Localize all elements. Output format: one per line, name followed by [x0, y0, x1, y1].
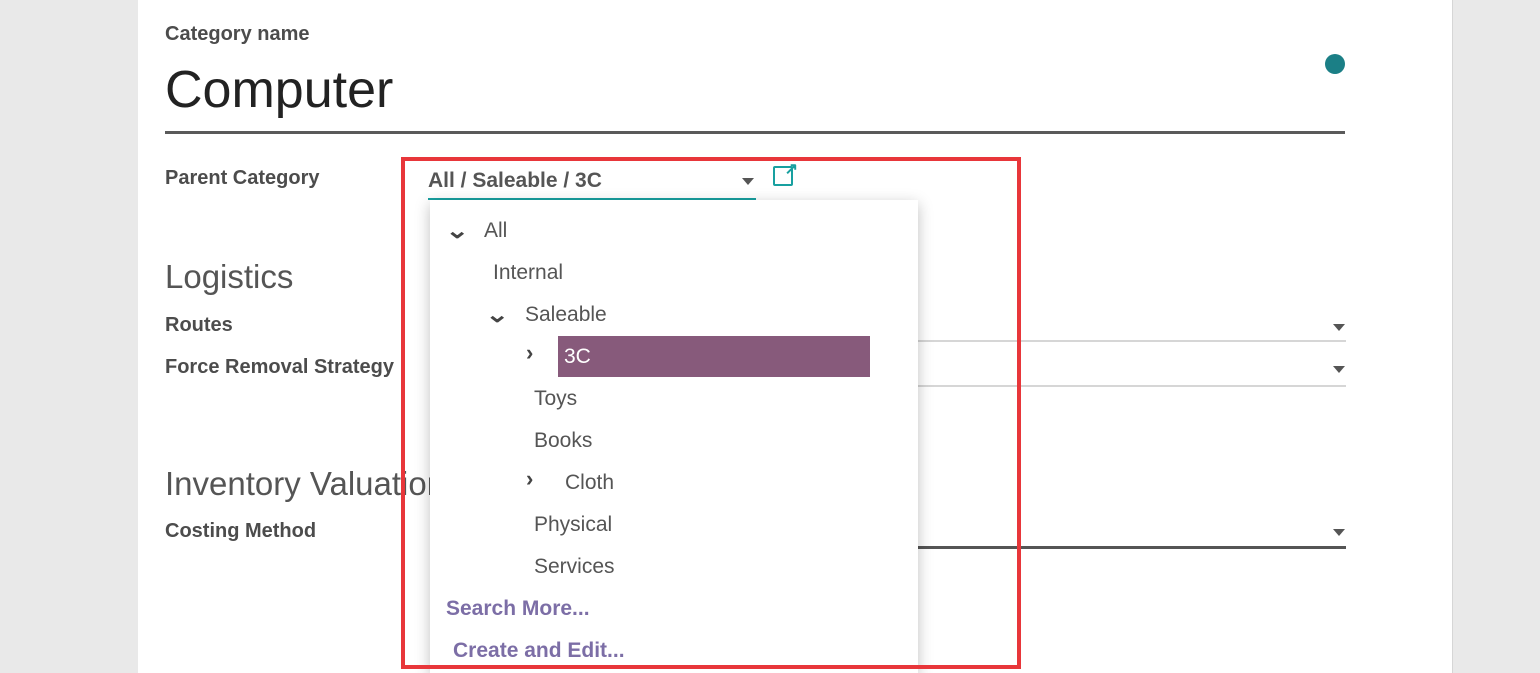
logistics-heading: Logistics: [165, 258, 294, 295]
valuation-heading: Inventory Valuation: [165, 465, 430, 502]
chevron-down-icon[interactable]: ⌄: [445, 218, 470, 243]
dropdown-item-physical[interactable]: Physical: [534, 513, 613, 536]
dropdown-item-3c[interactable]: 3C: [564, 345, 591, 368]
dropdown-item-cloth[interactable]: Cloth: [565, 471, 615, 494]
dropdown-item-services[interactable]: Services: [534, 555, 615, 578]
external-link-icon[interactable]: ↗: [773, 161, 798, 186]
create-and-edit-link[interactable]: Create and Edit...: [453, 639, 625, 662]
removal-caret-icon[interactable]: [1333, 366, 1345, 373]
category-name-input[interactable]: Computer: [165, 61, 394, 119]
dropdown-item-toys[interactable]: Toys: [534, 387, 578, 410]
dropdown-item-internal[interactable]: Internal: [493, 261, 564, 284]
caret-down-icon[interactable]: [742, 178, 754, 185]
highlighted-item-bg: [558, 336, 870, 377]
routes-label: Routes: [165, 314, 233, 336]
search-more-link[interactable]: Search More...: [446, 597, 590, 620]
routes-field[interactable]: [918, 340, 1346, 342]
costing-caret-icon[interactable]: [1333, 529, 1345, 536]
category-name-label: Category name: [165, 23, 310, 45]
routes-caret-icon[interactable]: [1333, 324, 1345, 331]
costing-method-field[interactable]: [918, 546, 1346, 549]
removal-strategy-label: Force Removal Strategy: [165, 356, 394, 378]
dropdown-item-all[interactable]: All: [484, 219, 508, 242]
chevron-down-icon[interactable]: ⌄: [485, 302, 510, 327]
highlight-annotation-box: [401, 157, 1021, 669]
removal-strategy-field[interactable]: [918, 385, 1346, 387]
dropdown-item-books[interactable]: Books: [534, 429, 593, 452]
parent-category-input[interactable]: All / Saleable / 3C: [428, 166, 756, 200]
chevron-right-icon[interactable]: ›: [526, 466, 534, 491]
parent-category-label: Parent Category: [165, 167, 320, 189]
parent-category-dropdown: ⌄ All Internal ⌄ Saleable › 3C Toys Book…: [430, 200, 918, 673]
costing-method-label: Costing Method: [165, 520, 317, 542]
title-underline: [165, 131, 1345, 134]
chevron-right-icon[interactable]: ›: [526, 340, 534, 365]
parent-category-value: All / Saleable / 3C: [428, 169, 602, 192]
globe-icon[interactable]: [1325, 54, 1345, 74]
dropdown-item-saleable[interactable]: Saleable: [525, 303, 607, 326]
